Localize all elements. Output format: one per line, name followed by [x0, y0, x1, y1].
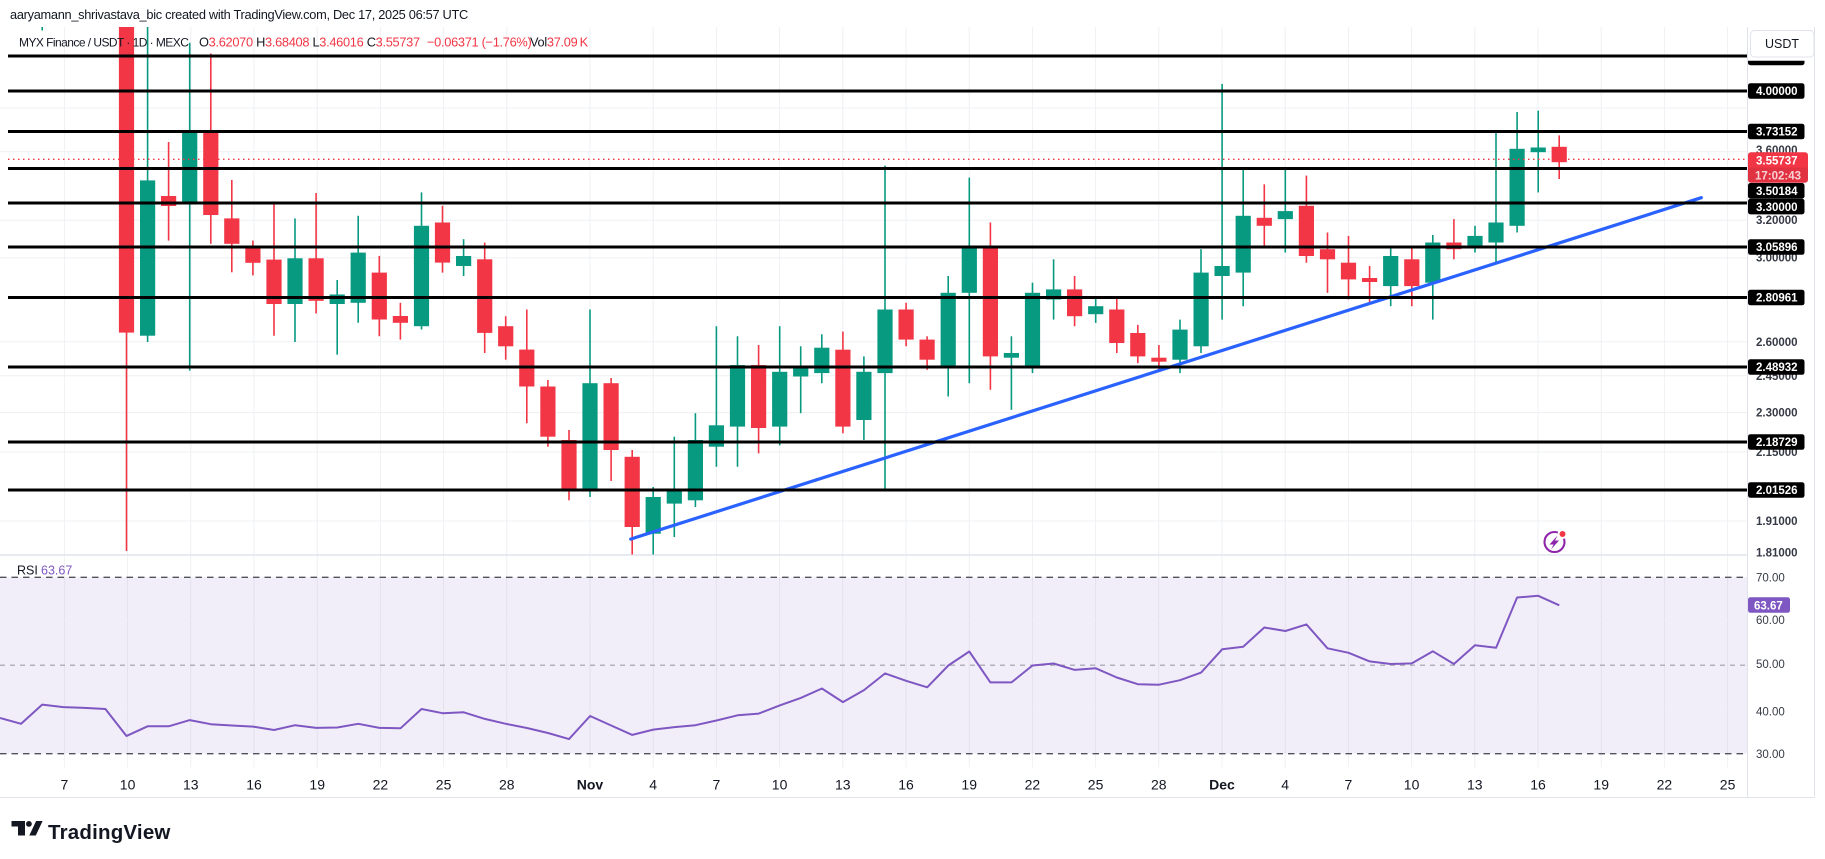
svg-text:22: 22 [373, 777, 389, 793]
svg-text:4: 4 [1281, 777, 1289, 793]
svg-text:TradingView: TradingView [48, 821, 171, 844]
svg-text:25: 25 [1088, 777, 1104, 793]
svg-text:19: 19 [961, 777, 977, 793]
svg-text:Dec: Dec [1209, 777, 1235, 793]
svg-text:2.80961: 2.80961 [1756, 293, 1798, 305]
svg-text:16: 16 [1530, 777, 1546, 793]
svg-text:MYX Finance / USDT · 1D · MEXC: MYX Finance / USDT · 1D · MEXC [19, 36, 189, 50]
svg-text:O3.62070 H3.68408 L3.46016 C3.: O3.62070 H3.68408 L3.46016 C3.55737 [199, 35, 420, 50]
svg-text:3.05896: 3.05896 [1756, 242, 1798, 254]
svg-text:28: 28 [1151, 777, 1167, 793]
svg-text:3.20000: 3.20000 [1756, 215, 1798, 227]
svg-text:19: 19 [309, 777, 325, 793]
svg-text:4.00000: 4.00000 [1756, 86, 1798, 98]
svg-text:2.18729: 2.18729 [1756, 437, 1798, 449]
svg-text:22: 22 [1657, 777, 1673, 793]
svg-text:4: 4 [649, 777, 657, 793]
svg-text:70.00: 70.00 [1756, 573, 1785, 585]
svg-text:2.15000: 2.15000 [1756, 447, 1798, 459]
svg-text:3.50184: 3.50184 [1756, 186, 1798, 198]
svg-text:16: 16 [898, 777, 914, 793]
svg-text:7: 7 [61, 777, 69, 793]
svg-text:60.00: 60.00 [1756, 615, 1785, 627]
svg-text:−0.06371 (−1.76%): −0.06371 (−1.76%) [427, 35, 532, 50]
svg-text:30.00: 30.00 [1756, 749, 1785, 761]
svg-text:RSI: RSI [17, 564, 38, 578]
svg-text:25: 25 [436, 777, 452, 793]
svg-text:2.60000: 2.60000 [1756, 337, 1798, 349]
svg-text:2.01526: 2.01526 [1756, 485, 1798, 497]
svg-text:10: 10 [1404, 777, 1420, 793]
svg-text:1.91000: 1.91000 [1756, 516, 1798, 528]
svg-text:25: 25 [1720, 777, 1736, 793]
svg-text:7: 7 [1345, 777, 1353, 793]
svg-text:Nov: Nov [577, 777, 604, 793]
svg-text:19: 19 [1593, 777, 1609, 793]
svg-text:10: 10 [120, 777, 136, 793]
svg-text:3.73152: 3.73152 [1756, 127, 1798, 139]
svg-text:40.00: 40.00 [1756, 706, 1785, 718]
svg-text:13: 13 [1467, 777, 1483, 793]
svg-text:2.30000: 2.30000 [1756, 408, 1798, 420]
svg-text:63.67: 63.67 [41, 564, 72, 578]
svg-text:22: 22 [1025, 777, 1041, 793]
svg-text:aaryamann_shrivastava_bic crea: aaryamann_shrivastava_bic created with T… [10, 7, 468, 22]
svg-text:3.00000: 3.00000 [1756, 253, 1798, 265]
svg-text:13: 13 [183, 777, 199, 793]
svg-text:2.48932: 2.48932 [1756, 362, 1798, 374]
svg-text:17:02:43: 17:02:43 [1755, 170, 1801, 182]
svg-text:1.81000: 1.81000 [1756, 547, 1798, 559]
svg-text:USDT: USDT [1765, 37, 1799, 51]
svg-text:13: 13 [835, 777, 851, 793]
svg-text:3.55737: 3.55737 [1756, 156, 1798, 168]
svg-text:28: 28 [499, 777, 515, 793]
svg-text:Vol37.09 K: Vol37.09 K [530, 35, 589, 50]
svg-text:16: 16 [246, 777, 262, 793]
svg-text:3.30000: 3.30000 [1756, 202, 1798, 214]
svg-text:7: 7 [713, 777, 721, 793]
svg-text:63.67: 63.67 [1754, 600, 1783, 612]
svg-text:50.00: 50.00 [1756, 659, 1785, 671]
svg-text:10: 10 [772, 777, 788, 793]
